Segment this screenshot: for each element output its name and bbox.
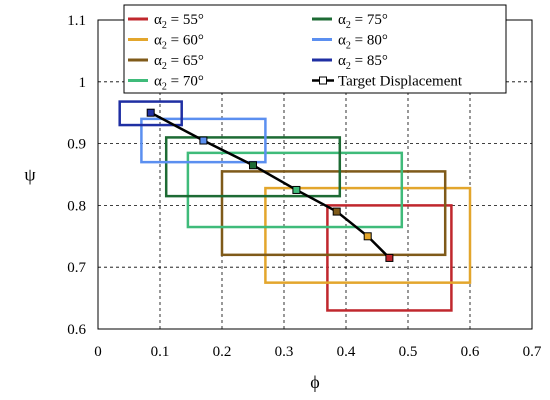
range-box xyxy=(186,151,404,229)
range-box xyxy=(118,100,183,127)
legend-label: α2 = 70° xyxy=(154,74,204,93)
target-point xyxy=(363,232,372,241)
x-tick-label: 0.5 xyxy=(399,344,418,360)
legend-label: α2 = 85° xyxy=(338,53,388,72)
y-tick-label: 0.8 xyxy=(67,198,86,214)
x-tick-label: 0.4 xyxy=(337,344,356,360)
y-tick-label: 0.6 xyxy=(67,322,86,338)
x-tick-label: 0.3 xyxy=(275,344,294,360)
target-point xyxy=(146,108,155,117)
target-point xyxy=(385,253,394,262)
legend-label: Target Displacement xyxy=(338,74,463,90)
legend-item: α2 = 55° xyxy=(128,12,204,31)
target-point xyxy=(332,207,341,216)
y-axis-label: ψ xyxy=(24,165,36,185)
legend-label: α2 = 60° xyxy=(154,33,204,52)
x-tick-label: 0.7 xyxy=(523,344,542,360)
legend: α2 = 55° α2 = 60°α2 = 65° α2 = 70° α2 = 75°… xyxy=(123,4,507,94)
y-tick-label: 1.1 xyxy=(67,13,86,29)
legend-item: Target Displacement xyxy=(312,74,463,90)
legend-marker xyxy=(319,76,327,85)
legend-label: α2 = 80° xyxy=(338,33,388,52)
target-point xyxy=(292,185,301,194)
range-box xyxy=(264,186,472,284)
x-tick-label: 0.2 xyxy=(213,344,232,360)
target-point xyxy=(199,136,208,145)
target-line xyxy=(150,111,391,259)
legend-item: α2 = 85° xyxy=(312,53,388,72)
range-box xyxy=(326,204,453,312)
target-point xyxy=(249,161,257,170)
target-displacement-line xyxy=(150,111,391,259)
x-tick-label: 0.6 xyxy=(461,344,480,360)
legend-item: α2 = 60° xyxy=(128,33,204,52)
legend-item: α2 = 65° xyxy=(128,53,204,72)
range-box xyxy=(164,136,342,198)
target-markers xyxy=(146,108,394,262)
legend-item: α2 = 80° xyxy=(312,33,388,52)
legend-label: α2 = 55° xyxy=(154,12,204,31)
x-axis-label: ϕ xyxy=(310,372,319,392)
y-tick-label: 0.7 xyxy=(67,260,86,276)
legend-item: α2 = 75° xyxy=(312,12,388,31)
legend-item: α2 = 70° xyxy=(128,74,204,93)
tick-labels: 0 0.1 0.2 0.3 0.4 0.5 0.6 0.7 0.6 0.7 0.8 0.9 1 1.1 xyxy=(67,13,542,360)
x-tick-label: 0 xyxy=(94,344,102,360)
legend-label: α2 = 75° xyxy=(338,12,388,31)
legend-label: α2 = 65° xyxy=(154,53,204,72)
x-tick-label: 0.1 xyxy=(151,344,170,360)
y-tick-label: 0.9 xyxy=(67,137,86,153)
range-box xyxy=(140,117,267,164)
y-tick-label: 1 xyxy=(79,75,87,91)
range-boxes xyxy=(118,100,472,312)
range-box xyxy=(220,170,447,257)
